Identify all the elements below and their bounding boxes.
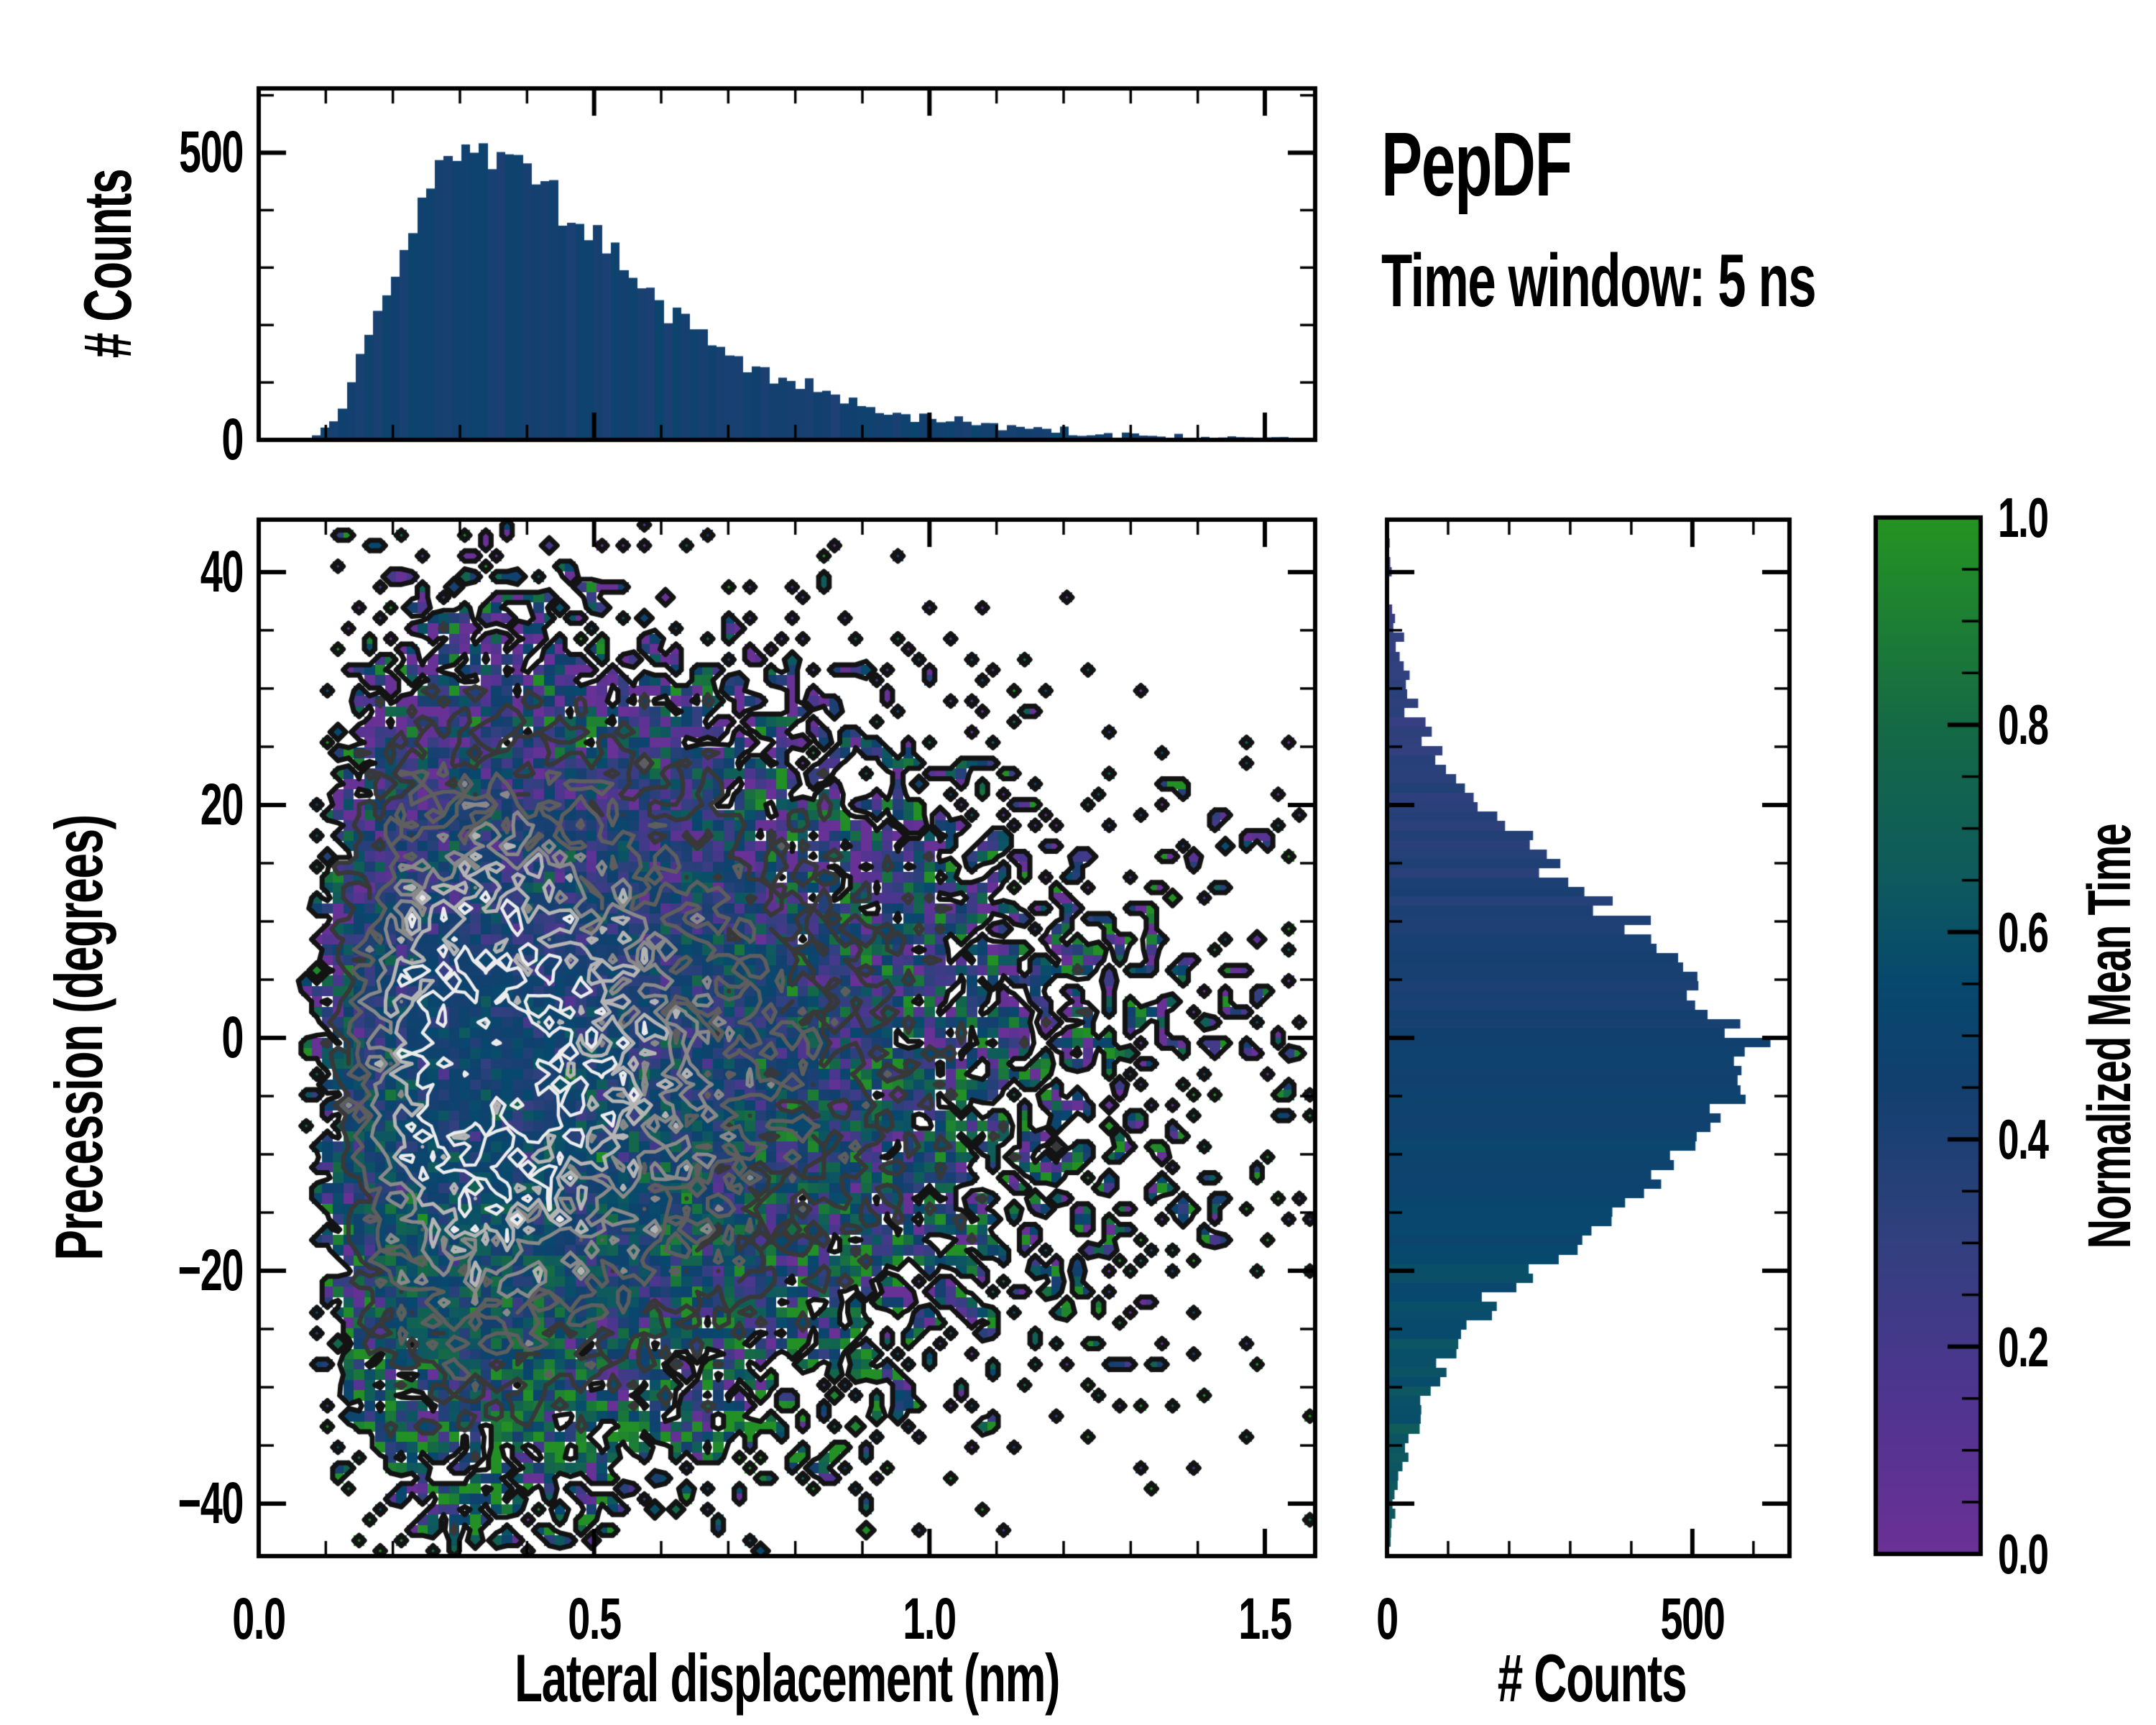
top-hist-y-tick-label: 0 [211, 407, 244, 472]
colorbar-axis-title-text: Normalized Mean Time [2076, 824, 2143, 1249]
colorbar-tick-label-text: 0.6 [1998, 900, 2049, 964]
colorbar-tick-label: 0.8 [1998, 696, 2071, 753]
right-hist-x-tick-label: 500 [1645, 1590, 1739, 1649]
main-y-tick-label: −20 [147, 1238, 244, 1304]
colorbar-tick-label: 0.2 [1998, 1319, 2071, 1375]
figure-subtitle-text: Time window: 5 ns [1381, 239, 1817, 323]
main-x-tick-label-text: 0.0 [232, 1586, 286, 1652]
colorbar-tick-label: 1.0 [1998, 489, 2071, 546]
top-hist-y-axis-title-text: # Counts [70, 169, 145, 359]
main-y-axis-title: Precession (degrees) [0, 815, 406, 1260]
figure-subtitle: Time window: 5 ns [1381, 244, 2020, 318]
colorbar-tick-label-text: 0.8 [1998, 693, 2049, 757]
right-hist-x-axis-title-text: # Counts [1497, 1640, 1687, 1716]
top-hist-y-tick-label: 500 [149, 119, 244, 185]
main-x-tick-label: 0.5 [556, 1590, 633, 1649]
main-y-tick-label-text: −20 [178, 1238, 244, 1304]
right-hist-x-tick-label: 0 [1371, 1590, 1403, 1649]
main-x-tick-label: 1.5 [1226, 1590, 1304, 1649]
main-y-tick-label: 20 [180, 771, 244, 837]
main-x-axis-title-text: Lateral displacement (nm) [514, 1640, 1060, 1716]
top-hist-y-axis-title: # Counts [0, 170, 247, 359]
main-y-tick-label-text: 20 [200, 771, 244, 837]
main-x-tick-label: 1.0 [890, 1590, 968, 1649]
figure-title: PepDF [1381, 119, 1661, 210]
right-hist-x-axis-title: # Counts [1453, 1644, 1731, 1712]
main-y-tick-label-text: 0 [221, 1005, 244, 1070]
main-y-tick-label: −40 [147, 1471, 244, 1537]
colorbar-tick-label: 0.4 [1998, 1111, 2071, 1167]
main-y-tick-label: 0 [211, 1005, 244, 1070]
right-hist-x-tick-label-text: 0 [1376, 1586, 1399, 1652]
main-x-tick-label-text: 1.0 [903, 1586, 957, 1652]
top-hist-y-tick-label-text: 0 [221, 407, 244, 472]
colorbar-tick-label-text: 0.4 [1998, 1108, 2049, 1172]
main-x-axis-title: Lateral displacement (nm) [387, 1644, 1188, 1712]
top-hist-y-tick-label-text: 500 [179, 119, 244, 185]
main-y-tick-label-text: 40 [200, 538, 244, 604]
colorbar-tick-label-text: 0.0 [1998, 1522, 2049, 1586]
main-y-tick-label: 40 [180, 538, 244, 604]
colorbar-axis-title: Normalized Mean Time [1797, 824, 2156, 1249]
main-x-tick-label: 0.0 [220, 1590, 298, 1649]
colorbar-tick-label: 0.0 [1998, 1526, 2071, 1582]
figure-title-text: PepDF [1381, 114, 1572, 215]
main-y-axis-title-text: Precession (degrees) [41, 815, 116, 1261]
colorbar-tick-label-text: 0.2 [1998, 1315, 2049, 1379]
colorbar-tick-label-text: 1.0 [1998, 486, 2049, 549]
main-x-tick-label-text: 0.5 [567, 1586, 622, 1652]
right-hist-x-tick-label-text: 500 [1660, 1586, 1725, 1652]
main-y-tick-label-text: −40 [178, 1471, 244, 1537]
main-x-tick-label-text: 1.5 [1238, 1586, 1292, 1652]
colorbar-tick-label: 0.6 [1998, 904, 2071, 960]
